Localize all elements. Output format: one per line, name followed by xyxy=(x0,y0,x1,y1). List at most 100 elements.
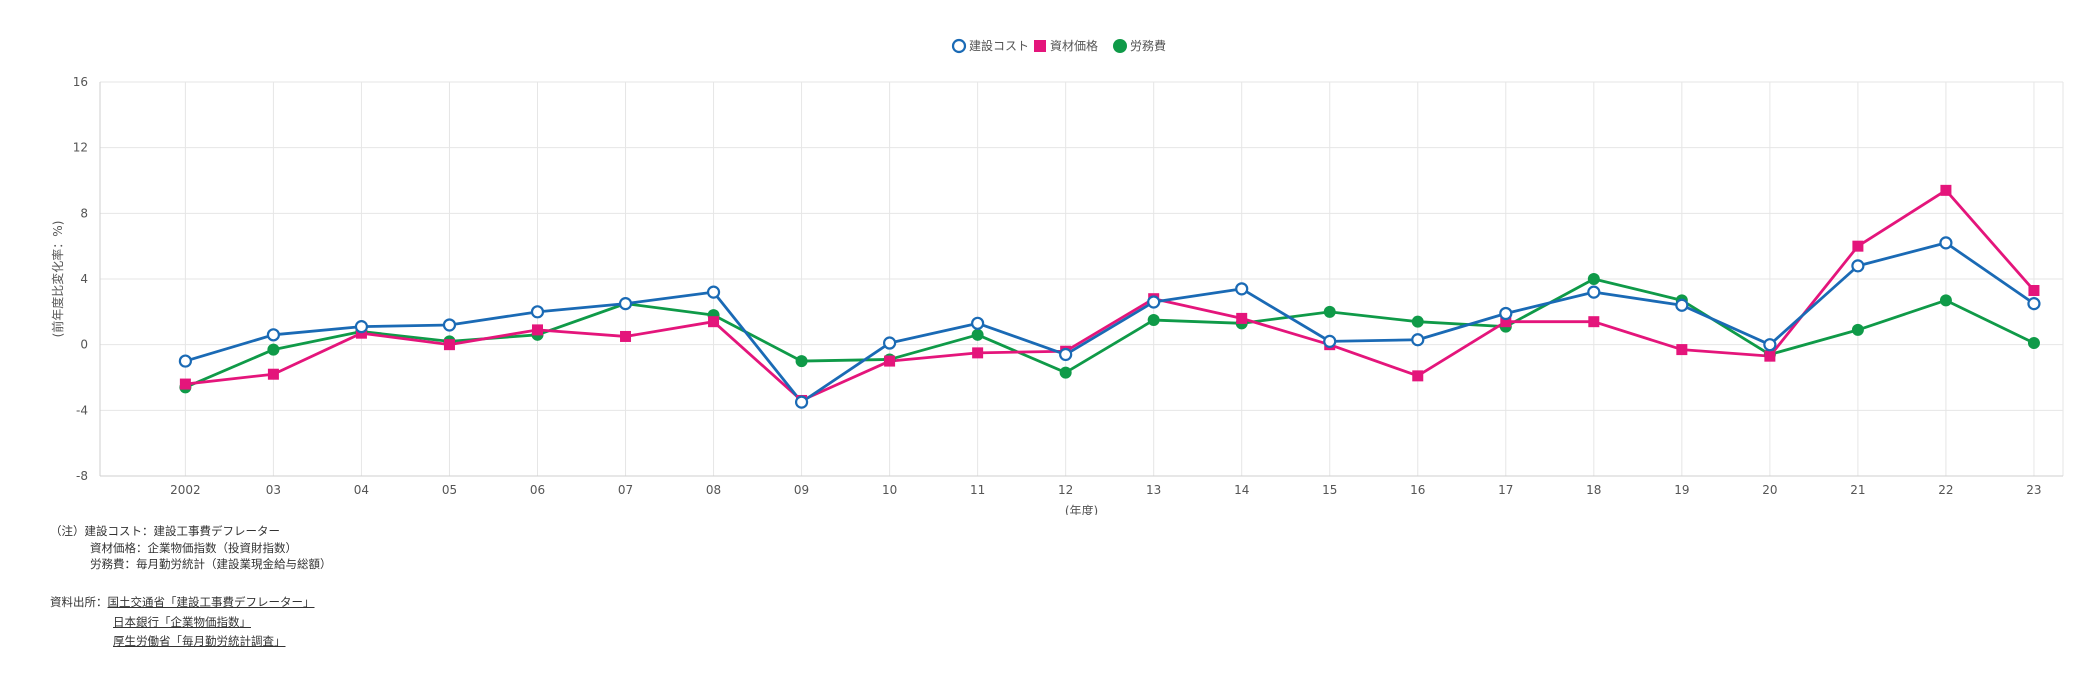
data-point-square[interactable] xyxy=(2028,284,2040,296)
data-point-circle-open[interactable] xyxy=(1147,295,1161,309)
chart-notes: （注）建設コスト：建設工事費デフレーター 資材価格：企業物価指数（投資財指数） … xyxy=(50,523,332,573)
y-axis-title: (前年度比変化率：%) xyxy=(50,221,65,338)
legend-item[interactable]: 資材価格 xyxy=(1034,38,1098,53)
data-point-circle-open[interactable] xyxy=(1587,285,1601,299)
legend-circle-open-icon xyxy=(951,38,967,54)
x-tick-label: 07 xyxy=(618,483,633,497)
data-point-circle-open[interactable] xyxy=(1323,334,1337,348)
data-point-square[interactable] xyxy=(179,378,191,390)
x-tick-label: 09 xyxy=(794,483,809,497)
data-point-square[interactable] xyxy=(443,339,455,351)
x-tick-label: 14 xyxy=(1234,483,1249,497)
data-point-square[interactable] xyxy=(1764,350,1776,362)
source-link-mhlw[interactable]: 厚生労働省「毎月勤労統計調査」 xyxy=(113,634,286,648)
data-point-circle-open[interactable] xyxy=(354,320,369,334)
data-point-circle-open[interactable] xyxy=(1851,259,1865,273)
legend-item[interactable]: 建設コスト xyxy=(951,38,1029,54)
x-tick-label: 15 xyxy=(1322,483,1337,497)
x-tick-label: 10 xyxy=(882,483,897,497)
data-point-square[interactable] xyxy=(620,330,632,342)
source-link-mlit[interactable]: 国土交通省「建設工事費デフレーター」 xyxy=(107,595,315,609)
legend-item[interactable]: 労務費 xyxy=(1113,38,1166,53)
legend-square-icon xyxy=(1034,40,1046,52)
data-point-circle-open[interactable] xyxy=(442,318,457,332)
x-axis-title: (年度) xyxy=(1065,503,1098,515)
data-point-circle-open[interactable] xyxy=(706,285,721,299)
x-tick-label: 22 xyxy=(1938,483,1953,497)
series-line-1 xyxy=(184,241,2035,404)
x-tick-label: 16 xyxy=(1410,483,1425,497)
note-line: 資材価格：企業物価指数（投資財指数） xyxy=(90,540,297,555)
legend-circle-icon xyxy=(1113,39,1127,53)
data-point-circle[interactable] xyxy=(1059,366,1072,379)
x-tick-label: 19 xyxy=(1674,483,1689,497)
data-point-circle-open[interactable] xyxy=(530,305,545,319)
data-point-circle[interactable] xyxy=(267,343,280,356)
legend-label: 労務費 xyxy=(1130,38,1166,53)
data-point-circle[interactable] xyxy=(1323,305,1336,318)
data-point-square[interactable] xyxy=(1236,312,1248,324)
x-tick-label: 04 xyxy=(354,483,369,497)
y-tick-label: 0 xyxy=(80,338,88,352)
data-point-circle[interactable] xyxy=(971,328,984,341)
data-point-circle-open[interactable] xyxy=(1411,333,1425,347)
x-tick-label: 23 xyxy=(2026,483,2041,497)
x-tick-label: 06 xyxy=(530,483,545,497)
legend-label: 資材価格 xyxy=(1050,38,1098,53)
data-point-circle-open[interactable] xyxy=(971,316,985,330)
series-line-2 xyxy=(185,188,2036,402)
x-tick-label: 11 xyxy=(970,483,985,497)
source-link-boj[interactable]: 日本銀行「企業物価指数」 xyxy=(113,614,251,629)
note-line: 労務費：毎月勤労統計（建設業現金給与総額） xyxy=(90,557,332,571)
x-tick-label: 13 xyxy=(1146,483,1161,497)
data-point-square[interactable] xyxy=(531,324,543,336)
data-point-circle-open[interactable] xyxy=(1059,347,1073,362)
x-tick-label: 21 xyxy=(1850,483,1865,497)
x-tick-label: 2002 xyxy=(170,483,201,497)
data-point-circle-open[interactable] xyxy=(794,395,809,409)
x-tick-label: 12 xyxy=(1058,483,1073,497)
data-point-circle-open[interactable] xyxy=(1235,282,1249,296)
chart-grid xyxy=(99,81,2064,477)
data-point-square[interactable] xyxy=(884,355,896,367)
data-point-square[interactable] xyxy=(267,368,279,380)
data-point-circle-open[interactable] xyxy=(883,336,897,350)
y-tick-label: 16 xyxy=(73,75,88,89)
data-point-square[interactable] xyxy=(972,347,984,359)
data-point-circle-open[interactable] xyxy=(178,354,192,368)
y-tick-label: -4 xyxy=(76,403,88,417)
data-point-square[interactable] xyxy=(1940,184,1952,196)
data-point-circle-open[interactable] xyxy=(2027,297,2041,311)
data-point-circle[interactable] xyxy=(1851,323,1864,336)
data-point-circle-open[interactable] xyxy=(618,297,633,311)
data-point-circle-open[interactable] xyxy=(1499,306,1513,321)
data-point-square[interactable] xyxy=(1588,316,1600,328)
data-point-circle[interactable] xyxy=(795,355,808,368)
x-tick-label: 20 xyxy=(1762,483,1777,497)
data-point-circle-open[interactable] xyxy=(1675,298,1689,312)
chart-legend[interactable]: 建設コスト 資材価格 労務費 xyxy=(951,38,1166,54)
data-point-circle[interactable] xyxy=(1939,294,1952,307)
data-point-circle-open[interactable] xyxy=(1763,338,1777,352)
data-point-square[interactable] xyxy=(708,316,720,328)
data-point-square[interactable] xyxy=(1852,240,1864,252)
sources-label: 資料出所： xyxy=(50,595,108,609)
data-point-circle[interactable] xyxy=(1587,273,1600,285)
x-tick-label: 17 xyxy=(1498,483,1513,497)
data-point-circle[interactable] xyxy=(1411,315,1424,328)
data-point-square[interactable] xyxy=(1676,344,1688,356)
data-point-square[interactable] xyxy=(1412,370,1424,382)
x-tick-label: 03 xyxy=(266,483,281,497)
legend-label: 建設コスト xyxy=(969,38,1029,53)
data-point-circle-open[interactable] xyxy=(1939,236,1953,250)
y-tick-label: 4 xyxy=(80,272,88,286)
series-line-3 xyxy=(184,277,2035,389)
data-point-circle[interactable] xyxy=(1147,314,1160,327)
data-point-circle-open[interactable] xyxy=(266,328,281,342)
data-point-circle[interactable] xyxy=(2027,337,2040,350)
x-tick-label: 05 xyxy=(442,483,457,497)
data-point-square[interactable] xyxy=(1500,316,1512,328)
note-line: （注）建設コスト：建設工事費デフレーター xyxy=(50,524,280,538)
